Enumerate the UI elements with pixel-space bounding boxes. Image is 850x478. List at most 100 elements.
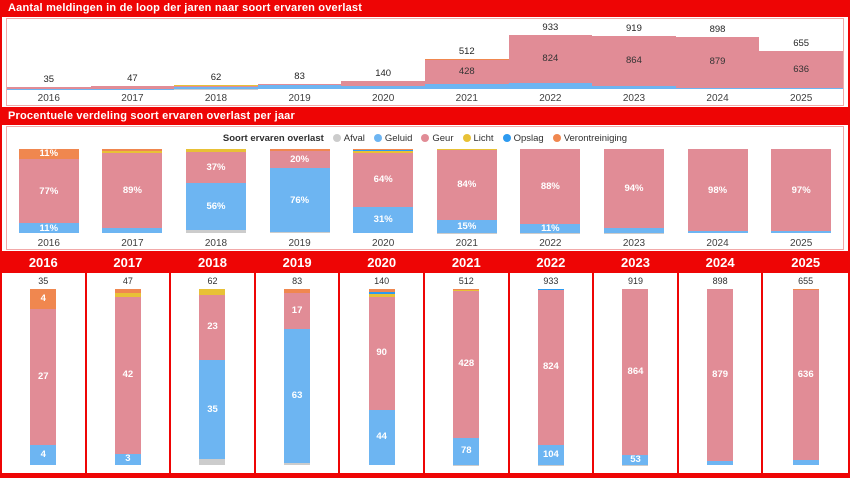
year-stacked-bar[interactable]: 44 90 [368, 289, 395, 465]
area-year-column[interactable]: 83 2019 [257, 19, 342, 105]
year-segment-geur[interactable]: 23 [199, 294, 226, 360]
legend-item-opslag[interactable]: Opslag [502, 133, 544, 144]
year-segment-geluid[interactable]: 4 [30, 444, 57, 465]
pct-segment-geluid[interactable] [771, 230, 832, 233]
year-stacked-bar[interactable]: 3 42 [114, 289, 141, 465]
year-stacked-bar[interactable]: 53 864 [622, 289, 649, 465]
year-stacked-bar[interactable]: 63 17 [284, 289, 311, 465]
pct-segment-geur[interactable]: 97% [771, 149, 832, 231]
pct-segment-licht[interactable] [353, 151, 414, 153]
area-segment-geur[interactable] [508, 35, 593, 83]
year-segment-licht[interactable] [453, 289, 480, 291]
pct-segment-verontreiniging[interactable] [353, 149, 414, 151]
pct-stacked-bar[interactable]: 94% [603, 149, 664, 233]
year-segment-geur[interactable]: 636 [792, 289, 819, 461]
pct-segment-geur[interactable]: 77% [18, 158, 79, 224]
area-segment-geur[interactable] [592, 35, 676, 86]
year-segment-geur[interactable]: 42 [114, 296, 141, 454]
area-segment-geluid[interactable] [508, 82, 593, 89]
year-segment-geur[interactable]: 824 [537, 289, 564, 446]
area-segment-geur[interactable] [174, 85, 258, 87]
pct-segment-geluid[interactable] [687, 231, 748, 233]
pct-segment-geur[interactable]: 89% [102, 152, 163, 228]
pct-segment-verontreiniging[interactable] [102, 149, 163, 151]
pct-segment-geluid[interactable]: 15% [436, 220, 497, 233]
area-segment-geur[interactable] [257, 84, 342, 86]
pct-segment-licht[interactable] [102, 150, 163, 153]
area-segment-geur[interactable] [759, 51, 843, 89]
year-segment-geluid[interactable] [707, 461, 734, 465]
year-stacked-bar[interactable]: 78 428 [453, 289, 480, 465]
pct-stacked-bar[interactable]: 11% 88% [520, 149, 581, 233]
year-segment-licht[interactable] [114, 292, 141, 297]
pct-segment-geur[interactable]: 64% [353, 152, 414, 207]
area-stack[interactable] [90, 86, 175, 89]
pct-segment-geur[interactable]: 94% [603, 149, 664, 229]
year-segment-afval[interactable] [284, 462, 311, 465]
year-segment-afval[interactable] [199, 459, 226, 465]
year-segment-licht[interactable] [368, 294, 395, 297]
area-stack[interactable] [759, 51, 843, 89]
year-segment-verontreiniging[interactable] [368, 289, 395, 292]
year-segment-verontreiniging[interactable] [453, 289, 480, 290]
year-segment-geur[interactable]: 864 [622, 289, 649, 455]
pct-segment-verontreiniging[interactable] [269, 149, 330, 152]
legend-item-afval[interactable]: Afval [332, 133, 365, 144]
pct-segment-geluid[interactable]: 11% [18, 223, 79, 233]
area-stack[interactable] [592, 35, 676, 89]
pct-segment-geluid[interactable]: 56% [185, 182, 246, 231]
area-stack[interactable] [508, 35, 593, 89]
year-stacked-bar[interactable]: 104 824 [537, 289, 564, 465]
year-segment-geluid[interactable]: 35 [199, 359, 226, 460]
area-year-column[interactable]: 62 2018 [174, 19, 258, 105]
area-year-column[interactable]: 898 879 2024 [675, 19, 760, 105]
pct-segment-geluid[interactable] [102, 227, 163, 233]
area-year-column[interactable]: 919 864 2023 [592, 19, 676, 105]
year-segment-geluid[interactable]: 3 [114, 453, 141, 465]
area-segment-geur[interactable] [7, 87, 91, 89]
year-segment-geluid[interactable]: 44 [368, 409, 395, 465]
pct-segment-geluid[interactable]: 31% [353, 206, 414, 233]
area-segment-geluid[interactable] [257, 85, 342, 89]
area-stack[interactable] [675, 37, 760, 89]
area-segment-geluid[interactable] [424, 84, 509, 89]
area-segment-geur[interactable] [675, 37, 760, 88]
pct-stacked-bar[interactable]: 11% 77% 11% [18, 149, 79, 233]
legend-item-geluid[interactable]: Geluid [373, 133, 412, 144]
year-stacked-bar[interactable]: 879 [707, 289, 734, 465]
pct-segment-opslag[interactable] [353, 150, 414, 152]
pct-segment-afval[interactable] [185, 230, 246, 233]
year-segment-geur[interactable]: 17 [284, 293, 311, 330]
pct-stacked-bar[interactable]: 76% 20% [269, 149, 330, 233]
area-year-column[interactable]: 933 824 2022 [508, 19, 593, 105]
pct-stacked-bar[interactable]: 89% [102, 149, 163, 233]
area-year-column[interactable]: 512 428 2021 [424, 19, 509, 105]
pct-segment-geur[interactable]: 20% [269, 151, 330, 169]
year-segment-verontreiniging[interactable] [114, 289, 141, 293]
area-stack[interactable] [341, 80, 425, 89]
year-segment-geluid[interactable]: 53 [622, 454, 649, 465]
pct-segment-geluid[interactable]: 11% [520, 223, 581, 233]
area-stack[interactable] [424, 59, 509, 89]
pct-segment-verontreiniging[interactable]: 11% [18, 149, 79, 159]
area-year-column[interactable]: 655 636 2025 [759, 19, 843, 105]
area-segment-geur[interactable] [424, 59, 509, 85]
legend-item-licht[interactable]: Licht [462, 133, 494, 144]
area-segment-geur[interactable] [341, 81, 425, 87]
year-segment-geluid[interactable]: 104 [537, 445, 564, 465]
year-stacked-bar[interactable]: 636 [792, 289, 819, 465]
year-segment-verontreiniging[interactable]: 4 [30, 289, 57, 310]
year-segment-geluid[interactable] [792, 460, 819, 465]
pct-stacked-bar[interactable]: 31% 64% [353, 149, 414, 233]
pct-segment-afval[interactable] [269, 232, 330, 233]
pct-stacked-bar[interactable]: 97% [771, 149, 832, 233]
year-segment-verontreiniging[interactable] [284, 289, 311, 294]
pct-segment-geluid[interactable] [603, 228, 664, 233]
year-segment-geluid[interactable]: 78 [453, 437, 480, 465]
pct-segment-geluid[interactable]: 76% [269, 168, 330, 232]
year-segment-geur[interactable]: 27 [30, 309, 57, 445]
pct-segment-geur[interactable]: 37% [185, 151, 246, 183]
year-segment-licht[interactable] [199, 289, 226, 295]
pct-stacked-bar[interactable]: 15% 84% [436, 149, 497, 233]
area-year-column[interactable]: 47 2017 [90, 19, 175, 105]
